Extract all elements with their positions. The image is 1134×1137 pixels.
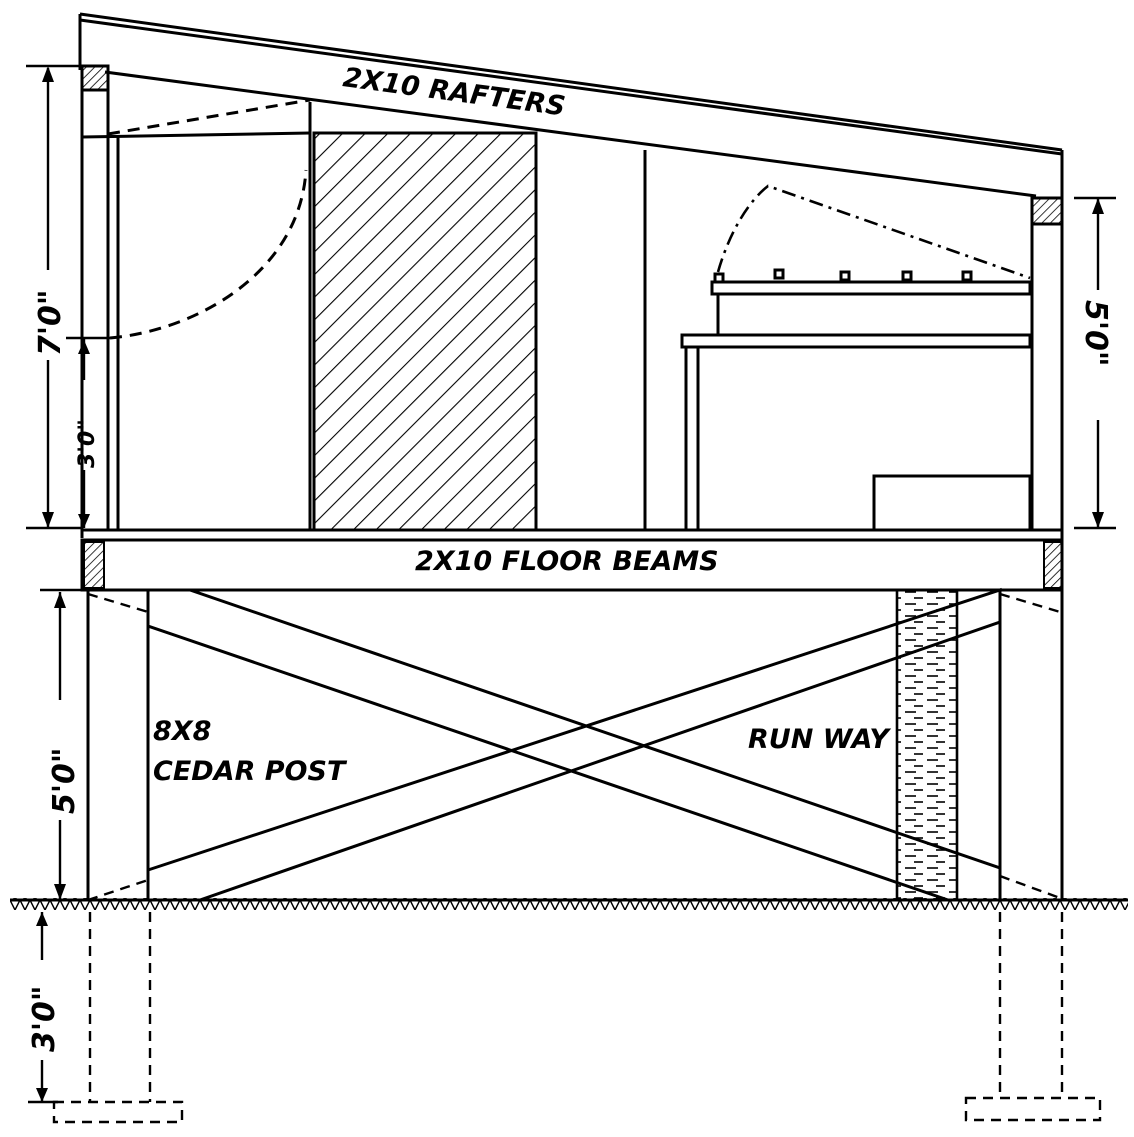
roost-and-nests	[680, 268, 1032, 532]
rafter-top-edge	[79, 18, 1063, 156]
floor-beams-label: 2X10 FLOOR BEAMS	[415, 546, 719, 577]
walls	[80, 90, 1064, 540]
roost-peg-4	[901, 270, 913, 282]
floor-beam-end-right	[1043, 541, 1063, 589]
roost-peg-2	[773, 268, 785, 280]
dash-right-bottom	[999, 874, 1061, 900]
roost-peg-1	[713, 272, 725, 284]
feed-box	[872, 474, 1032, 532]
dash-left-top	[87, 592, 149, 614]
arrow-7ft-bottom	[42, 512, 54, 528]
window-panel	[312, 131, 538, 532]
post-size-label: 8X8	[153, 716, 211, 747]
arrow-post-top	[54, 592, 66, 608]
front-header	[81, 131, 311, 139]
roost-peg-5	[961, 270, 973, 282]
brace-up-right	[146, 587, 1002, 902]
arrow-post-bottom	[54, 884, 66, 900]
runway-label: RUN WAY	[748, 724, 891, 755]
arrow-footing-bottom	[36, 1088, 48, 1102]
arrow-rear-top	[1092, 198, 1104, 214]
arrow-3ft-bottom	[78, 514, 90, 528]
rafter-bottom-edge	[104, 70, 1037, 198]
arrow-rear-bottom	[1092, 512, 1104, 528]
top-swing-line	[107, 98, 311, 136]
post-name-label: CEDAR POST	[153, 756, 348, 787]
floor-beam	[80, 538, 1064, 592]
dimension-lines	[26, 64, 1116, 1104]
front-plate-section	[80, 64, 110, 92]
dim-post-height-text: 5'0"	[47, 747, 82, 814]
dimension-arrows	[36, 66, 1104, 1102]
door-swing	[107, 98, 311, 340]
rear-plate-section	[1030, 196, 1064, 226]
dash-right-top	[999, 592, 1061, 614]
rear-vent-swing	[716, 184, 1031, 280]
dropping-board	[680, 333, 1032, 349]
dash-left-bottom	[87, 878, 149, 902]
footing-pad-left	[52, 1100, 184, 1124]
post-dashed-lines	[87, 592, 1061, 902]
roof-top-line	[79, 12, 1063, 152]
arrow-7ft-top	[42, 66, 54, 82]
roost-peg-3	[839, 270, 851, 282]
floor-beam-end-left	[83, 541, 105, 589]
arrow-3ft-top	[78, 340, 90, 354]
footing-pad-right	[964, 1096, 1102, 1122]
arrow-footing-top	[36, 912, 48, 926]
runway-plank	[895, 588, 959, 902]
dim-rear-wall-text: 5'0"	[1078, 300, 1113, 367]
roof	[78, 12, 1064, 200]
footings	[52, 912, 1102, 1124]
dim-footing-text: 3'0"	[27, 985, 62, 1052]
dim-front-wall-text: 7'0"	[33, 289, 68, 356]
door-swing-arc	[109, 169, 308, 340]
dim-door-sill-text: 3'0"	[75, 419, 100, 468]
roost-board	[710, 280, 1032, 296]
